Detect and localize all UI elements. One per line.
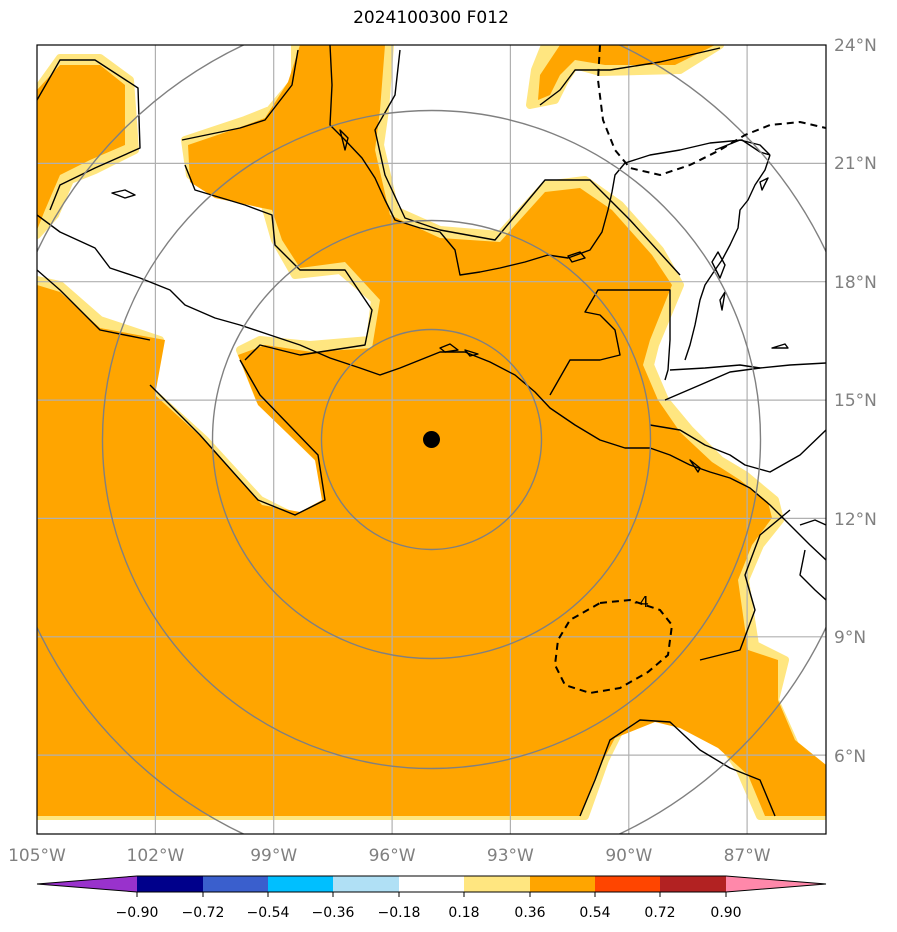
- lon-label-102w: 102°W: [127, 846, 185, 866]
- colorbar-bin: [595, 876, 660, 892]
- range-ring-2: [211, 219, 652, 660]
- colorbar-tick-label: −0.54: [247, 905, 290, 921]
- colorbar-extend-low: [37, 876, 137, 892]
- longitude-labels: 105°W 102°W 99°W 96°W 93°W 90°W 87°W: [8, 846, 771, 866]
- colorbar-bin: [399, 876, 464, 892]
- colorbar: −0.90 −0.72 −0.54 −0.36 −0.18 0.18 0.36 …: [36, 875, 827, 921]
- map-title: 2024100300 F012: [353, 8, 509, 28]
- colorbar-tick-label: 0.72: [644, 905, 675, 921]
- lat-label-18n: 18°N: [834, 273, 877, 293]
- range-ring-3: [101, 109, 762, 770]
- lon-label-87w: 87°W: [724, 846, 771, 866]
- colorbar-tick-label: 0.90: [710, 905, 741, 921]
- colorbar-bin: [137, 876, 203, 892]
- contour-north: [596, 45, 826, 177]
- lon-label-90w: 90°W: [605, 846, 652, 866]
- lon-label-96w: 96°W: [369, 846, 416, 866]
- colorbar-bin: [660, 876, 726, 892]
- colorbar-tick-label: −0.90: [116, 905, 159, 921]
- map-panel: -4: [37, 45, 826, 834]
- colorbar-tick-label: 0.18: [448, 905, 479, 921]
- contour-label: -4: [634, 593, 649, 611]
- lon-label-93w: 93°W: [487, 846, 534, 866]
- colorbar-tick-label: 0.36: [514, 905, 545, 921]
- colorbar-bin: [203, 876, 268, 892]
- colorbar-tick-label: −0.72: [182, 905, 225, 921]
- range-rings: [37, 45, 826, 834]
- lon-label-99w: 99°W: [250, 846, 297, 866]
- colorbar-extend-high: [726, 876, 826, 892]
- colorbar-tick-label: 0.54: [579, 905, 610, 921]
- latitude-labels: 24°N 21°N 18°N 15°N 12°N 9°N 6°N: [834, 36, 877, 767]
- colorbar-bin: [530, 876, 595, 892]
- lat-label-24n: 24°N: [834, 36, 877, 56]
- colorbar-bin: [268, 876, 333, 892]
- coastlines: [37, 45, 826, 817]
- storm-center-marker: [423, 431, 440, 448]
- lon-label-105w: 105°W: [8, 846, 66, 866]
- colorbar-bin: [464, 876, 530, 892]
- lat-label-9n: 9°N: [834, 628, 866, 648]
- lat-label-21n: 21°N: [834, 154, 877, 174]
- colorbar-tick-label: −0.18: [378, 905, 421, 921]
- map-frame: [36, 44, 827, 835]
- dashed-contours: [553, 45, 826, 695]
- lat-label-15n: 15°N: [834, 391, 877, 411]
- range-ring-1: [320, 328, 543, 551]
- contour-south: [553, 598, 674, 695]
- lat-label-6n: 6°N: [834, 747, 866, 767]
- lat-label-12n: 12°N: [834, 510, 877, 530]
- colorbar-tick-label: −0.36: [312, 905, 355, 921]
- colorbar-bin: [333, 876, 399, 892]
